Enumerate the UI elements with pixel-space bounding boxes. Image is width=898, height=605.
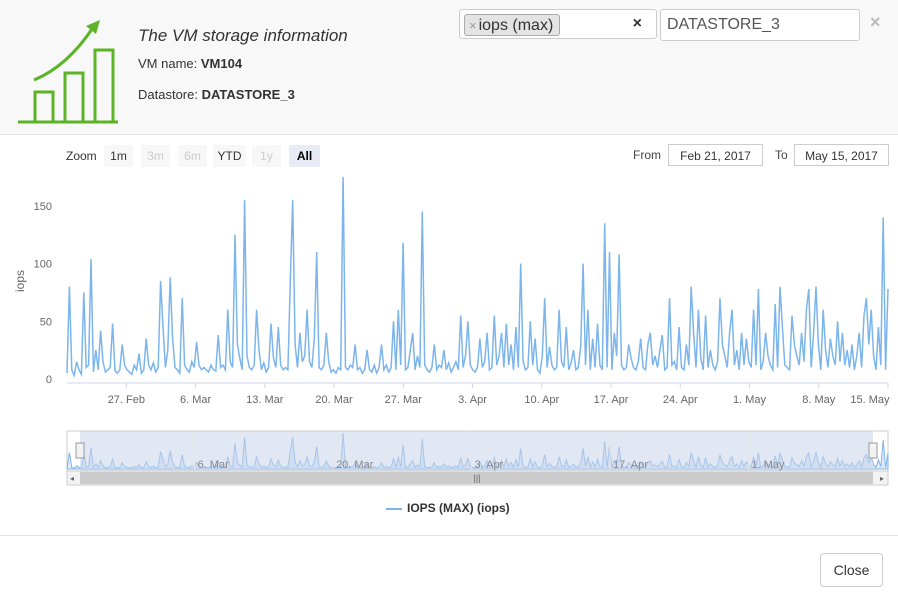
navigator-tick-label: 6. Mar: [198, 459, 230, 471]
x-tick-label: 27. Feb: [108, 394, 145, 406]
datastore-label: Datastore:: [138, 87, 198, 102]
chart-legend[interactable]: IOPS (MAX) (iops): [386, 501, 510, 515]
metric-tag: × iops (max): [464, 14, 561, 36]
x-tick-label: 1. May: [733, 394, 767, 406]
y-tick-label: 0: [46, 374, 52, 386]
navigator-tick-label: 20. Mar: [336, 459, 374, 471]
x-tick-label: 6. Mar: [180, 394, 212, 406]
close-icon[interactable]: ×: [870, 12, 881, 32]
navigator-tick-label: 17. Apr: [613, 459, 648, 471]
scroll-left-icon[interactable]: ◂: [70, 474, 74, 483]
zoom-3m-button[interactable]: 3m: [141, 145, 170, 167]
navigator-right-handle[interactable]: [868, 442, 878, 459]
datastore-input[interactable]: [660, 9, 860, 41]
modal-title: The VM storage information: [138, 26, 348, 45]
navigator-selection[interactable]: [80, 431, 873, 471]
y-axis-title: iops: [13, 270, 27, 292]
y-tick-label: 50: [40, 316, 52, 328]
modal-header: The VM storage information VM name: VM10…: [0, 0, 898, 135]
from-date-input[interactable]: Feb 21, 2017: [668, 144, 763, 166]
y-axis: 0 50 100 150: [34, 201, 52, 386]
to-date-input[interactable]: May 15, 2017: [794, 144, 889, 166]
x-tick-label: 27. Mar: [385, 394, 423, 406]
scrollbar-thumb[interactable]: [80, 472, 873, 484]
clear-selection-icon[interactable]: ×: [632, 15, 642, 32]
x-tick-label: 8. May: [802, 394, 836, 406]
x-tick-label: 24. Apr: [663, 394, 698, 406]
legend-label: IOPS (MAX) (iops): [407, 501, 510, 515]
modal-footer: [0, 535, 898, 605]
datastore-value: DATASTORE_3: [201, 87, 295, 102]
x-axis: 27. Feb 6. Mar 13. Mar 20. Mar 27. Mar 3. Apr…: [108, 383, 890, 406]
series-line-iops-max: [66, 176, 889, 379]
zoom-1y-button[interactable]: 1y: [252, 145, 281, 167]
zoom-ytd-button[interactable]: YTD: [213, 145, 246, 167]
x-tick-label: 10. Apr: [524, 394, 559, 406]
scroll-right-icon[interactable]: ▸: [880, 474, 884, 483]
legend-line-icon: [386, 507, 402, 510]
zoom-6m-button[interactable]: 6m: [178, 145, 207, 167]
navigator-tick-label: 1. May: [752, 459, 786, 471]
scrollbar-grip-icon: |||: [473, 473, 480, 483]
x-tick-label: 3. Apr: [458, 394, 487, 406]
metric-tag-label: iops (max): [478, 17, 554, 34]
vm-name-value: VM104: [200, 56, 243, 71]
from-label: From: [633, 148, 661, 162]
vm-name-row: VM name: VM104: [138, 56, 242, 71]
x-tick-label: 15. May: [850, 394, 890, 406]
zoom-1m-button[interactable]: 1m: [104, 145, 133, 167]
y-tick-label: 100: [34, 259, 52, 271]
navigator-left-handle[interactable]: [75, 442, 85, 459]
x-tick-label: 17. Apr: [594, 394, 629, 406]
navigator-axis: 6. Mar 20. Mar 3. Apr 17. Apr 1. May: [194, 431, 786, 471]
growth-chart-icon: [18, 20, 118, 124]
metric-select[interactable]: × iops (max) ×: [459, 9, 657, 39]
vm-name-label: VM name:: [138, 56, 198, 71]
x-tick-label: 13. Mar: [246, 394, 284, 406]
zoom-label: Zoom: [66, 149, 97, 163]
y-tick-label: 150: [34, 201, 52, 213]
zoom-all-button[interactable]: All: [289, 145, 320, 167]
navigator-tick-label: 3. Apr: [475, 459, 504, 471]
tag-remove-icon[interactable]: ×: [469, 18, 477, 33]
close-button[interactable]: Close: [820, 553, 883, 587]
iops-chart: iops 0 50 100 150 27. Feb 6. Mar 13. Mar 20. M…: [13, 176, 890, 486]
x-tick-label: 20. Mar: [315, 394, 353, 406]
to-label: To: [775, 148, 788, 162]
datastore-row: Datastore: DATASTORE_3: [138, 87, 295, 102]
